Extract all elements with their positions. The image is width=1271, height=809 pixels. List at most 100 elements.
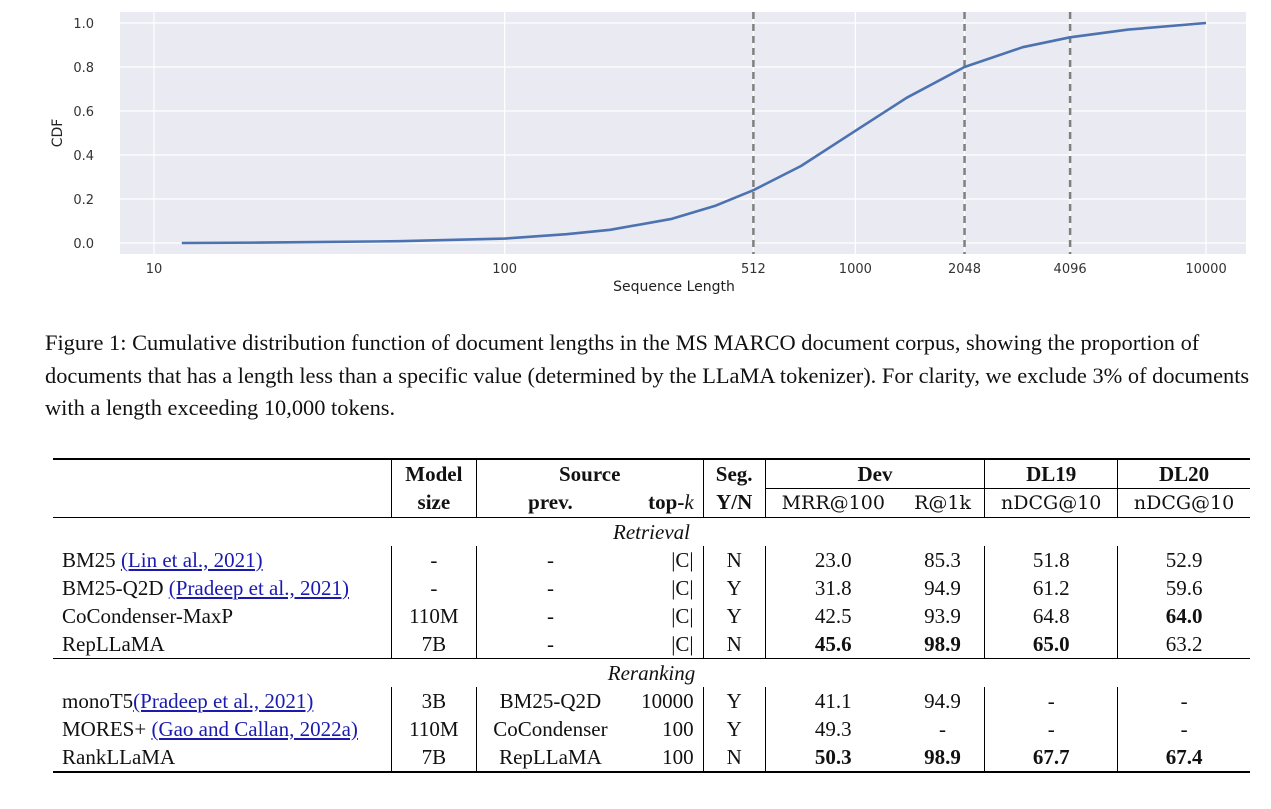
cell-dl20: 64.0: [1165, 603, 1203, 628]
cell-dl19: -: [984, 687, 1118, 715]
figure-caption: Figure 1: Cumulative distribution functi…: [45, 330, 1250, 420]
cell-prev: CoCondenser: [475, 715, 625, 743]
cell-size: -: [391, 546, 477, 574]
cell-topk: |C|: [671, 631, 694, 656]
cell-dl20: 59.6: [1117, 574, 1250, 602]
cell-dl20: -: [1117, 715, 1250, 743]
header-size: size: [391, 488, 477, 518]
row-model-name: RepLLaMA: [62, 631, 165, 656]
x-tick-label: 512: [741, 262, 766, 277]
y-axis-label: CDF: [50, 119, 66, 148]
cell-topk: 100: [662, 744, 694, 769]
y-tick-label: 0.2: [73, 193, 94, 208]
citation-link[interactable]: (Gao and Callan, 2022a): [151, 716, 358, 741]
cell-dl19: 64.8: [984, 602, 1118, 630]
table-row: RepLLaMA 7B - |C| N 45.6 98.9 65.0 63.2: [53, 630, 1250, 659]
cell-seg: Y: [702, 715, 766, 743]
cell-prev: BM25-Q2D: [475, 687, 625, 715]
x-tick-label: 4096: [1054, 262, 1087, 277]
table-row: MORES+ (Gao and Callan, 2022a) 110M CoCo…: [53, 715, 1250, 743]
row-model-name: BM25-Q2D: [62, 575, 164, 600]
results-table: Model Source Seg. Dev DL19 DL20 size pre…: [53, 458, 1250, 773]
cell-mrr: 31.8: [764, 574, 901, 602]
header-dl20: DL20: [1117, 459, 1250, 489]
cell-dl19: 51.8: [984, 546, 1118, 574]
y-tick-label: 0.0: [73, 237, 94, 252]
row-model-name: RankLLaMA: [62, 744, 176, 769]
cell-dl19: 65.0: [1032, 631, 1070, 656]
cell-size: 7B: [391, 630, 477, 659]
cell-prev: -: [475, 602, 625, 630]
table-header-row-2: size prev. top-k Y/N MRR@100 R@1k nDCG@1…: [53, 488, 1250, 518]
header-yn: Y/N: [702, 488, 766, 518]
row-model-name: monoT5: [62, 688, 134, 713]
cell-size: 7B: [391, 743, 477, 772]
cell-mrr: 45.6: [814, 631, 852, 656]
table-row: monoT5(Pradeep et al., 2021) 3B BM25-Q2D…: [53, 687, 1250, 715]
table-row: BM25-Q2D (Pradeep et al., 2021) - - |C| …: [53, 574, 1250, 602]
citation-link[interactable]: (Lin et al., 2021): [120, 547, 263, 572]
cell-dl20: 52.9: [1117, 546, 1250, 574]
plot-background: [120, 12, 1246, 254]
cell-dl20: 63.2: [1117, 630, 1250, 659]
x-tick-label: 1000: [839, 262, 872, 277]
y-tick-label: 1.0: [73, 17, 94, 32]
header-seg: Seg.: [702, 459, 766, 489]
cell-topk: |C|: [671, 575, 694, 600]
header-prev: prev.: [475, 488, 625, 518]
cell-topk: 100: [662, 716, 694, 741]
cell-topk: |C|: [671, 547, 694, 572]
cell-dl19: 61.2: [984, 574, 1118, 602]
row-model-name: BM25: [62, 547, 116, 572]
cell-seg: Y: [702, 687, 766, 715]
y-tick-label: 0.8: [73, 61, 94, 76]
cell-mrr: 49.3: [764, 715, 901, 743]
header-model: Model: [391, 459, 477, 489]
cell-prev: -: [475, 574, 625, 602]
section-reranking: Reranking: [53, 658, 1250, 687]
cell-r1k: 98.9: [924, 631, 961, 656]
cell-dl20: -: [1117, 687, 1250, 715]
x-tick-label: 2048: [948, 262, 981, 277]
cell-size: 3B: [391, 687, 477, 715]
header-mrr: MRR@100: [764, 488, 901, 518]
table-row: RankLLaMA 7B RepLLaMA 100 N 50.3 98.9 67…: [53, 743, 1250, 772]
row-model-name: MORES+: [62, 716, 147, 741]
cell-topk: 10000: [641, 688, 694, 713]
header-dl20-metric: nDCG@10: [1117, 488, 1250, 518]
header-topk: top-k: [624, 488, 704, 518]
cell-r1k: 94.9: [924, 575, 961, 600]
x-tick-label: 10: [146, 262, 163, 277]
cell-size: 110M: [391, 715, 477, 743]
header-dev: Dev: [764, 459, 985, 489]
cell-dl19: -: [984, 715, 1118, 743]
cell-r1k: -: [939, 716, 947, 741]
section-label-reranking: Reranking: [53, 658, 1250, 687]
cell-mrr: 42.5: [764, 602, 901, 630]
cell-prev: -: [475, 546, 625, 574]
cell-mrr: 41.1: [764, 687, 901, 715]
cell-seg: N: [702, 546, 766, 574]
x-tick-label: 100: [492, 262, 517, 277]
table-header-row-1: Model Source Seg. Dev DL19 DL20: [53, 459, 1250, 489]
citation-link[interactable]: (Pradeep et al., 2021): [133, 688, 314, 713]
header-dl19: DL19: [984, 459, 1118, 489]
cell-mrr: 23.0: [764, 546, 901, 574]
cell-r1k: 93.9: [924, 603, 961, 628]
cell-seg: Y: [702, 602, 766, 630]
table-row: BM25 (Lin et al., 2021) - - |C| N 23.0 8…: [53, 546, 1250, 574]
citation-link[interactable]: (Pradeep et al., 2021): [168, 575, 349, 600]
table-row: CoCondenser-MaxP 110M - |C| Y 42.5 93.9 …: [53, 602, 1250, 630]
cell-topk: |C|: [671, 603, 694, 628]
cell-mrr: 50.3: [814, 744, 852, 769]
cell-seg: Y: [702, 574, 766, 602]
header-dl19-metric: nDCG@10: [984, 488, 1118, 518]
section-retrieval: Retrieval: [53, 518, 1250, 547]
row-model-name: CoCondenser-MaxP: [62, 603, 234, 628]
section-label-retrieval: Retrieval: [613, 519, 690, 544]
y-tick-label: 0.6: [73, 105, 94, 120]
y-tick-label: 0.4: [73, 149, 94, 164]
x-tick-label: 10000: [1185, 262, 1226, 277]
cell-dl20: 67.4: [1165, 744, 1203, 769]
cell-size: -: [391, 574, 477, 602]
